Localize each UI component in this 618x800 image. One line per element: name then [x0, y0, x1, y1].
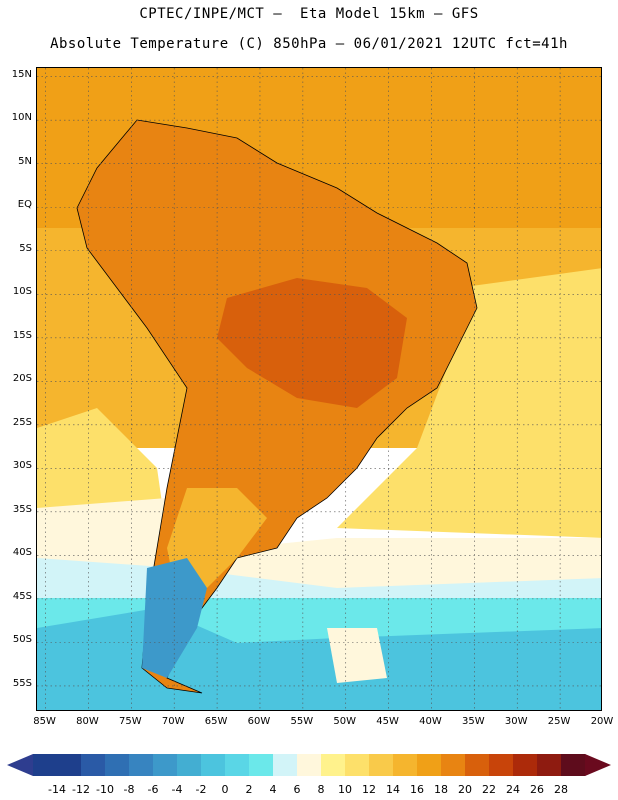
- colorbar-tick-label: -10: [96, 783, 114, 796]
- colorbar-cell: [153, 754, 178, 776]
- colorbar-tick-label: -14: [48, 783, 66, 796]
- title-line-1: CPTEC/INPE/MCT – Eta Model 15km – GFS: [139, 6, 479, 22]
- longitude-label: 50W: [333, 716, 357, 727]
- longitude-label: 55W: [290, 716, 314, 727]
- colorbar-cell: [177, 754, 202, 776]
- colorbar-cell: [561, 754, 586, 776]
- latitude-label: 20S: [12, 373, 32, 385]
- colorbar-tick-label: 4: [269, 783, 277, 796]
- latitude-label: 5N: [18, 155, 32, 167]
- ocean-subtropical: [337, 268, 601, 538]
- colorbar-tick-label: 20: [458, 783, 472, 796]
- colorbar-tick-label: 2: [245, 783, 253, 796]
- colorbar-tick-label: -12: [72, 783, 90, 796]
- latitude-label: EQ: [17, 199, 32, 211]
- longitude-label: 70W: [161, 716, 185, 727]
- latitude-label: 15S: [12, 329, 32, 341]
- central-brazil-hot-zone: [217, 278, 407, 408]
- longitude-label: 80W: [76, 716, 99, 727]
- colorbar-cell: [441, 754, 466, 776]
- latitude-label: 10N: [11, 112, 32, 124]
- title-line-2: Absolute Temperature (C) 850hPa – 06/01/…: [50, 36, 568, 52]
- colorbar-tick-label: 22: [482, 783, 496, 796]
- colorbar-tick-label: 18: [434, 783, 448, 796]
- latitude-label: 25S: [12, 416, 32, 428]
- latitude-label: 35S: [12, 503, 32, 515]
- colorbar-cell: [345, 754, 370, 776]
- longitude-label: 20W: [590, 716, 614, 727]
- ocean-cream-patch: [327, 628, 387, 683]
- colorbar-tick-label: 16: [410, 783, 424, 796]
- longitude-label: 40W: [419, 716, 442, 727]
- colorbar-cell: [393, 754, 418, 776]
- graticule: [37, 68, 601, 710]
- latitude-label: 10S: [12, 286, 32, 298]
- colorbar-tick-label: 26: [530, 783, 544, 796]
- colorbar-cell: [105, 754, 130, 776]
- latitude-label: 30S: [12, 460, 32, 472]
- colorbar-cell: [249, 754, 274, 776]
- colorbar-cell: [201, 754, 226, 776]
- longitude-label: 45W: [376, 716, 399, 727]
- colorbar-tick-label: 6: [293, 783, 301, 796]
- latitude-label: 45S: [12, 590, 32, 602]
- colorbar-tick-label: 12: [362, 783, 376, 796]
- colorbar-cell: [33, 754, 58, 776]
- latitude-label: 5S: [19, 242, 32, 254]
- latitude-label: 40S: [12, 547, 32, 559]
- colorbar-cell: [513, 754, 538, 776]
- colorbar-tick-label: 0: [221, 783, 229, 796]
- latitude-label: 50S: [12, 634, 32, 646]
- colorbar-tick-label: 24: [506, 783, 520, 796]
- latitude-label: 15N: [11, 68, 32, 80]
- longitude-label: 60W: [247, 716, 271, 727]
- colorbar-tick-label: 10: [338, 783, 352, 796]
- longitude-label: 25W: [547, 716, 571, 727]
- colorbar-cell: [321, 754, 346, 776]
- longitude-label: 35W: [462, 716, 485, 727]
- temperature-map: [37, 68, 601, 710]
- longitude-label: 30W: [504, 716, 528, 727]
- colorbar-cell: [537, 754, 562, 776]
- colorbar: [7, 754, 611, 776]
- colorbar-cell: [489, 754, 514, 776]
- longitude-label: 85W: [33, 716, 56, 727]
- colorbar-cell: [465, 754, 490, 776]
- colorbar-cell: [273, 754, 298, 776]
- latitude-label: 55S: [12, 677, 32, 689]
- colorbar-tick-label: -4: [171, 783, 183, 796]
- colorbar-tick-label: 28: [554, 783, 568, 796]
- colorbar-tick-label: 8: [317, 783, 325, 796]
- colorbar-cell: [57, 754, 82, 776]
- longitude-label: 65W: [204, 716, 228, 727]
- colorbar-low-arrow: [7, 754, 33, 776]
- colorbar-tick-label: -6: [147, 783, 159, 796]
- colorbar-cell: [369, 754, 394, 776]
- colorbar-cell: [297, 754, 322, 776]
- colorbar-cell: [225, 754, 250, 776]
- colorbar-high-arrow: [585, 754, 611, 776]
- colorbar-cell: [417, 754, 442, 776]
- colorbar-tick-label: 14: [386, 783, 400, 796]
- colorbar-cell: [81, 754, 106, 776]
- map-panel[interactable]: [36, 67, 602, 711]
- colorbar-cell: [129, 754, 154, 776]
- colorbar-tick-label: -8: [123, 783, 135, 796]
- colorbar-tick-label: -2: [195, 783, 207, 796]
- longitude-label: 75W: [119, 716, 142, 727]
